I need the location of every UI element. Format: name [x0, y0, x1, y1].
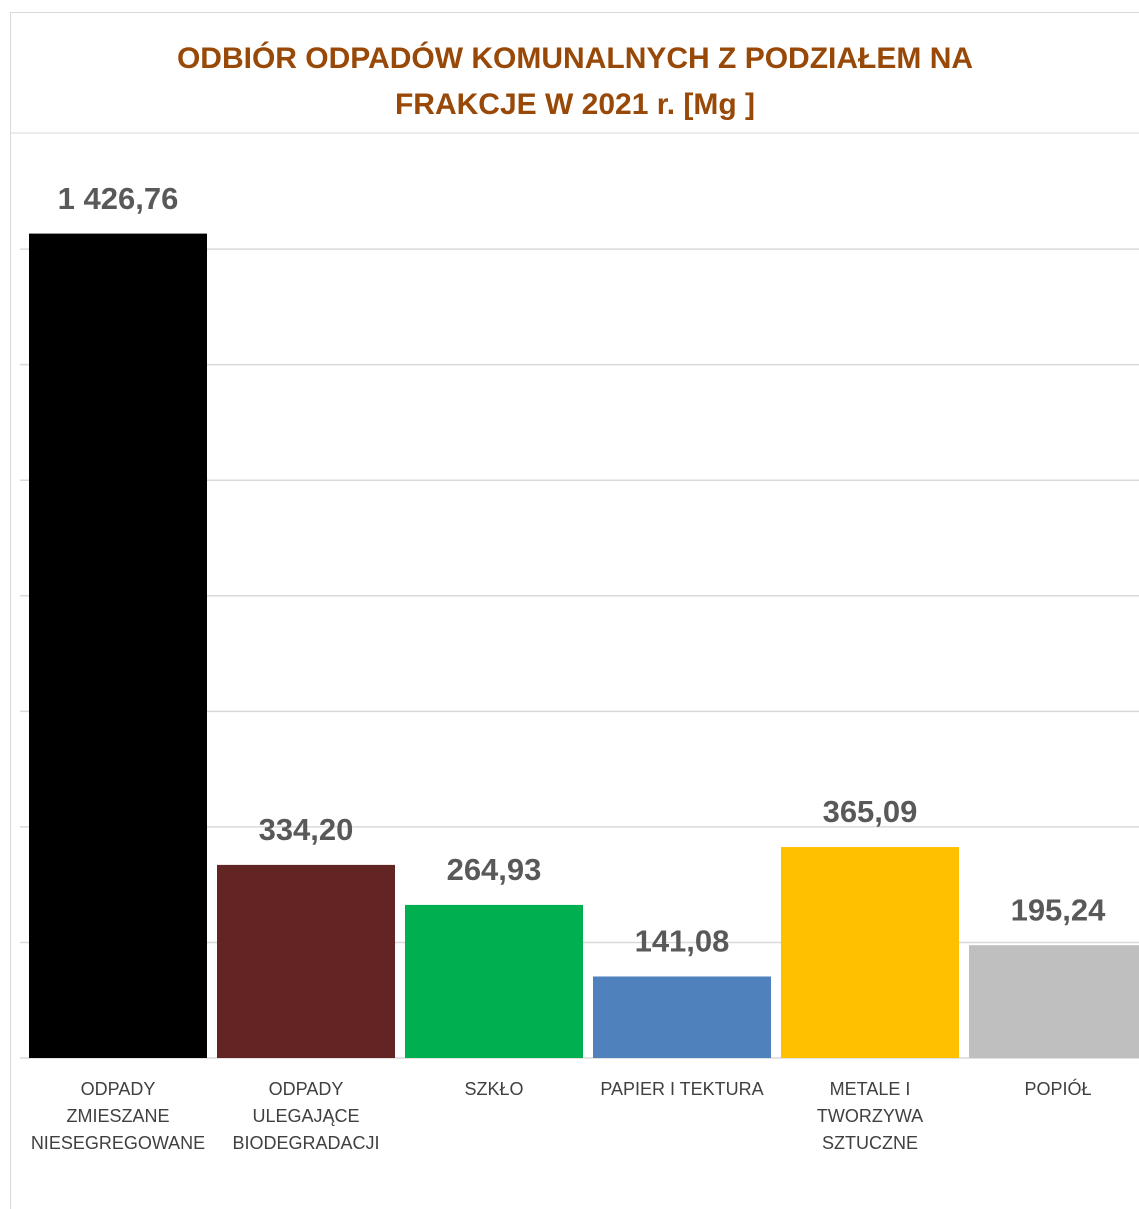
bar: [781, 847, 959, 1058]
x-tick-label: PAPIER I TEKTURA: [600, 1079, 763, 1099]
bar: [29, 233, 207, 1059]
x-tick-label: TWORZYWA: [817, 1106, 923, 1126]
x-tick-label: ODPADY: [269, 1079, 344, 1099]
data-label: 365,09: [823, 794, 918, 829]
x-tick-label: POPIÓŁ: [1024, 1078, 1091, 1099]
data-label: 195,24: [1011, 892, 1107, 927]
x-tick-label: NIESEGREGOWANE: [31, 1133, 205, 1153]
data-label: 1 426,76: [58, 181, 179, 216]
bar: [405, 904, 583, 1058]
x-tick-label: ODPADY: [81, 1079, 156, 1099]
x-tick-label: METALE I: [830, 1079, 911, 1099]
bar: [593, 976, 771, 1058]
chart-title: FRAKCJE W 2021 r. [Mg ]: [395, 88, 755, 121]
x-tick-label: BIODEGRADACJI: [232, 1133, 379, 1153]
data-label: 334,20: [259, 812, 354, 847]
data-label: 141,08: [635, 924, 730, 959]
x-tick-label: ZMIESZANE: [66, 1106, 169, 1126]
x-tick-label: ULEGAJĄCE: [252, 1106, 359, 1126]
bar: [969, 945, 1139, 1058]
x-tick-label: SZKŁO: [464, 1079, 523, 1099]
chart-title: ODBIÓR ODPADÓW KOMUNALNYCH Z PODZIAŁEM N…: [177, 41, 973, 75]
bar: [217, 864, 395, 1058]
data-label: 264,93: [447, 852, 542, 887]
x-tick-label: SZTUCZNE: [822, 1133, 918, 1153]
